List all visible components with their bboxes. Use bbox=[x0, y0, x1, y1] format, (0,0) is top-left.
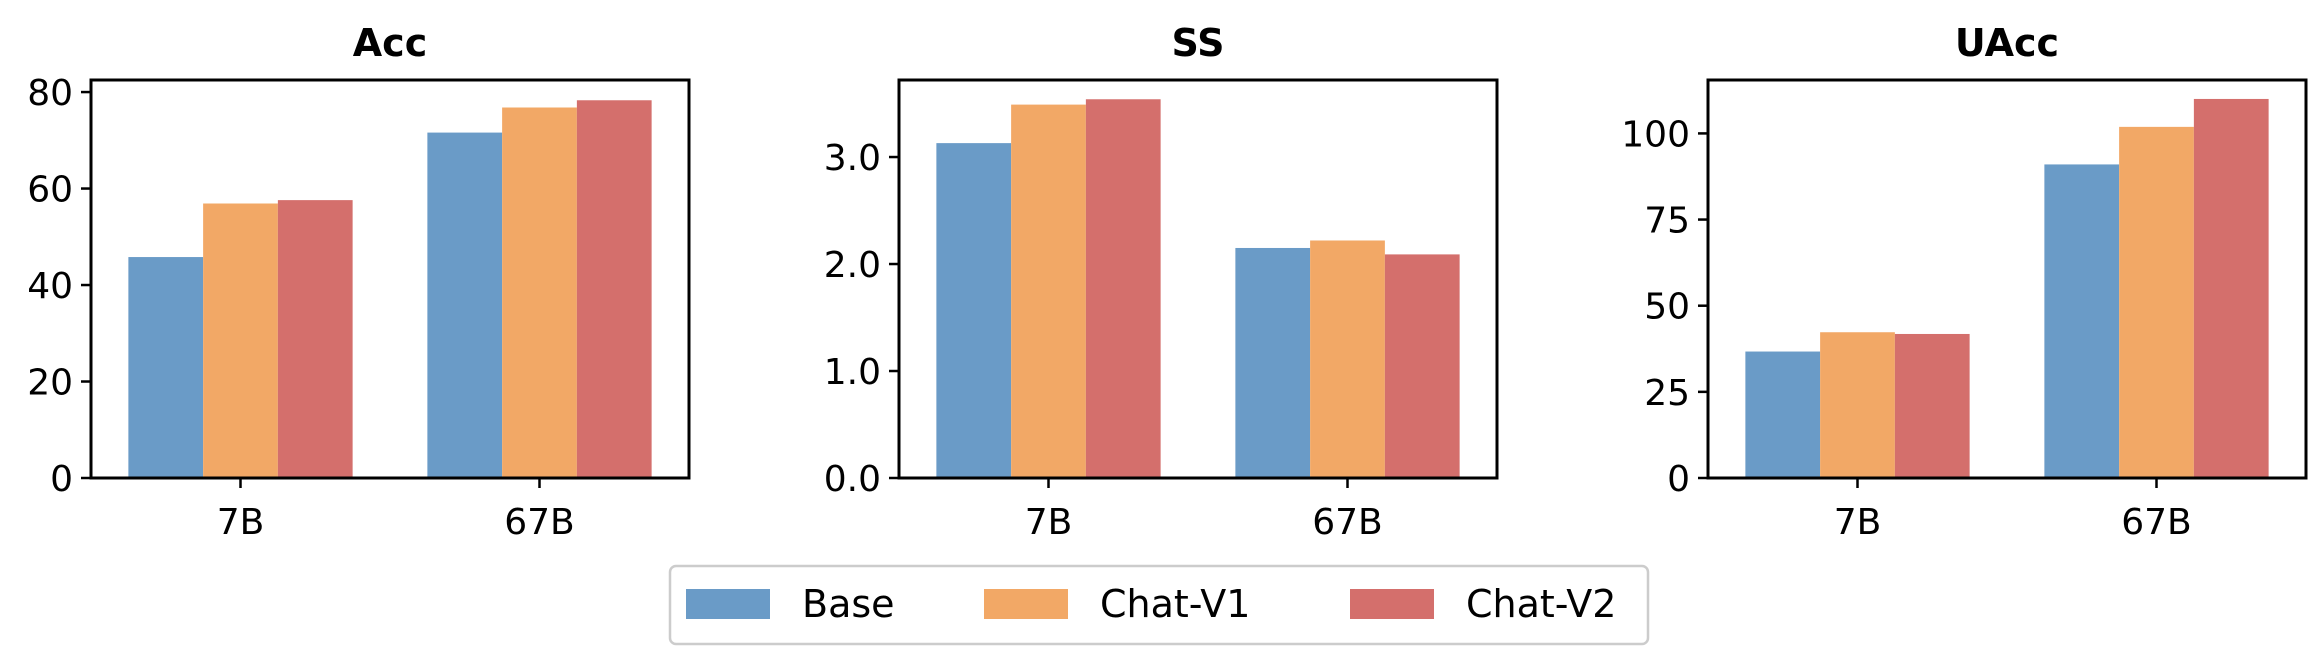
y-tick-label: 40 bbox=[27, 266, 73, 307]
y-tick-label: 1.0 bbox=[824, 352, 881, 393]
y-tick-label: 80 bbox=[27, 73, 73, 114]
chart-title: Acc bbox=[353, 21, 427, 65]
legend: Base Chat-V1 Chat-V2 bbox=[668, 564, 1650, 646]
x-tick-label: 67B bbox=[504, 502, 575, 543]
x-tick-label: 67B bbox=[2121, 502, 2192, 543]
chart-title: SS bbox=[1171, 21, 1224, 65]
x-tick-label: 7B bbox=[1834, 502, 1882, 543]
y-tick-label: 20 bbox=[27, 363, 73, 404]
axes-frame bbox=[1706, 78, 2308, 480]
y-tick-label: 25 bbox=[1644, 373, 1690, 414]
bar-chat-v1-7b bbox=[1011, 104, 1086, 478]
y-tick-label: 2.0 bbox=[824, 245, 881, 286]
legend-swatch-chat-v1 bbox=[984, 589, 1068, 619]
chart-title: UAcc bbox=[1955, 21, 2059, 65]
bar-chat-v2-67b bbox=[576, 100, 652, 479]
legend-frame bbox=[668, 564, 1650, 646]
bar-base-67b bbox=[1235, 247, 1311, 478]
y-tick-label: 100 bbox=[1621, 114, 1690, 155]
bar-chat-v1-67b bbox=[2119, 126, 2194, 478]
y-tick-label: 75 bbox=[1644, 201, 1690, 242]
bar-chat-v1-7b bbox=[1820, 332, 1895, 478]
bar-chat-v2-7b bbox=[1894, 333, 1970, 478]
panel-ss: SS 0.0 1.0 2.0 3.0 7B 67B bbox=[824, 21, 1499, 543]
panel-acc: Acc 0 20 40 60 80 7B 67B bbox=[27, 21, 691, 543]
x-tick-label: 7B bbox=[1025, 502, 1073, 543]
panel-uacc: UAcc 0 25 50 75 100 7B 67B bbox=[1621, 21, 2308, 543]
bar-base-7b bbox=[1745, 351, 1821, 478]
legend-label: Chat-V1 bbox=[1100, 582, 1250, 626]
bar-chat-v1-67b bbox=[502, 107, 577, 479]
bar-chat-v2-67b bbox=[1384, 254, 1460, 478]
y-tick-label: 3.0 bbox=[824, 138, 881, 179]
y-tick-label: 60 bbox=[27, 170, 73, 211]
legend-swatch-chat-v2 bbox=[1350, 589, 1434, 619]
axes-frame bbox=[89, 78, 691, 480]
x-tick-label: 7B bbox=[217, 502, 265, 543]
y-tick-label: 50 bbox=[1644, 287, 1690, 328]
bar-base-67b bbox=[427, 132, 503, 479]
legend-label: Base bbox=[802, 582, 895, 626]
legend-label: Chat-V2 bbox=[1466, 582, 1616, 626]
y-tick-label: 0 bbox=[50, 459, 73, 500]
y-tick-label: 0.0 bbox=[824, 459, 881, 500]
bar-chat-v2-7b bbox=[1085, 99, 1161, 479]
bar-base-7b bbox=[936, 143, 1012, 478]
x-tick-label: 67B bbox=[1312, 502, 1383, 543]
legend-swatch-base bbox=[686, 589, 770, 619]
y-tick-label: 0 bbox=[1667, 459, 1690, 500]
bar-chat-v2-67b bbox=[2193, 98, 2269, 478]
bar-chat-v2-7b bbox=[277, 200, 353, 478]
axes-frame bbox=[897, 78, 1499, 480]
bar-base-67b bbox=[2044, 164, 2120, 478]
bar-base-7b bbox=[128, 257, 204, 478]
bar-chat-v1-7b bbox=[203, 203, 278, 478]
bar-chat-v1-67b bbox=[1310, 240, 1385, 478]
